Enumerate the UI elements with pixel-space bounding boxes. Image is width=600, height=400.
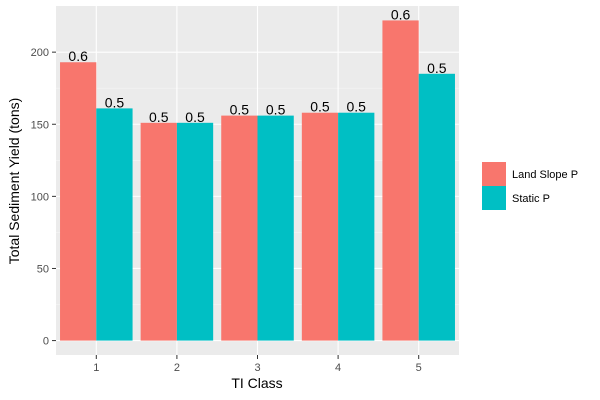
x-tick-label: 1 (93, 362, 99, 374)
bar (221, 115, 258, 341)
y-axis: 0 50 100 150 200 (31, 47, 56, 348)
bar-value-label: 0.5 (230, 102, 250, 118)
y-tick-label: 0 (43, 336, 49, 348)
bar-value-label: 0.5 (266, 102, 286, 118)
bar (140, 122, 177, 341)
x-tick-label: 4 (335, 362, 341, 374)
legend-label: Land Slope P (512, 169, 578, 181)
bar-value-label: 0.6 (68, 48, 88, 64)
bar (301, 112, 339, 341)
bar-value-label: 0.5 (347, 99, 367, 115)
bar-value-label: 0.5 (310, 99, 330, 115)
y-tick-label: 150 (31, 119, 49, 131)
y-tick-label: 200 (31, 47, 49, 59)
bar (338, 112, 375, 341)
x-axis-title: TI Class (231, 375, 282, 391)
legend: Land Slope P Static P (482, 162, 578, 210)
legend-key (482, 162, 506, 186)
bars (60, 20, 455, 341)
bar (382, 20, 419, 341)
bar-value-label: 0.5 (105, 94, 125, 110)
bar-value-labels: 0.6 0.5 0.5 0.5 0.5 0.5 0.5 0.5 0.6 0.5 (68, 6, 446, 124)
x-tick-label: 2 (174, 362, 180, 374)
x-tick-label: 5 (416, 362, 422, 374)
legend-label: Static P (512, 193, 550, 205)
bar-value-label: 0.6 (391, 6, 411, 22)
y-axis-title: Total Sediment Yield (tons) (6, 98, 22, 265)
legend-key (482, 186, 506, 210)
x-tick-label: 3 (254, 362, 260, 374)
y-tick-label: 50 (37, 263, 49, 275)
x-axis: 1 2 3 4 5 (93, 355, 422, 374)
bar (60, 62, 97, 341)
y-tick-label: 100 (31, 191, 49, 203)
bar (418, 73, 455, 341)
bar-value-label: 0.5 (149, 109, 169, 125)
bar (96, 108, 133, 341)
bar (257, 115, 294, 341)
bar-value-label: 0.5 (427, 60, 447, 76)
bar-value-label: 0.5 (185, 109, 205, 125)
bar (176, 122, 214, 341)
